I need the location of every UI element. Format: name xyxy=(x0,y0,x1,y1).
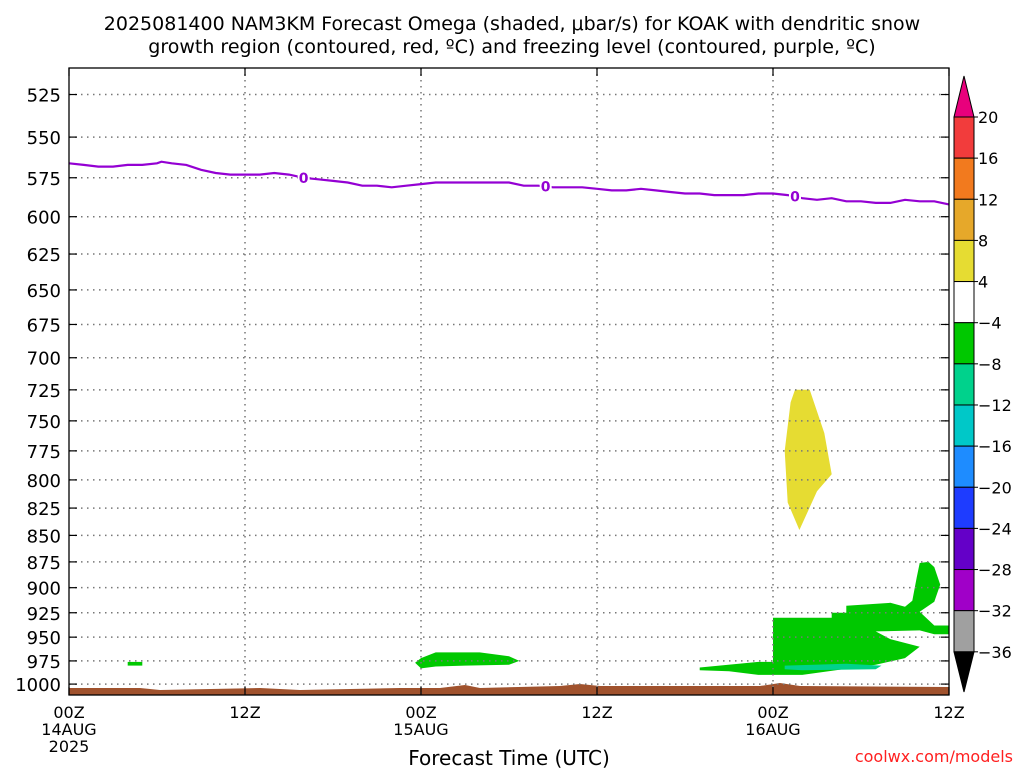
y-tick-label: 950 xyxy=(27,628,61,649)
y-tick-label: 925 xyxy=(27,604,61,625)
y-tick-label: 525 xyxy=(27,86,61,107)
plot-frame xyxy=(68,67,950,696)
y-tick-label: 550 xyxy=(27,128,61,149)
colorbar: 20 16 12 8 4 −4 −8 −12 −16 −20 −24 −28 −32 −36 xyxy=(953,75,1012,693)
freezing-level-line xyxy=(68,160,950,206)
x-tick-label: 00Z xyxy=(53,703,84,722)
x-tick-label: 00Z xyxy=(405,703,436,722)
freezing-level-contour: 0 0 0 xyxy=(68,160,950,206)
x-tick-label: 12Z xyxy=(229,703,260,722)
freezing-level-label-bg xyxy=(539,178,552,195)
y-tick-label: 725 xyxy=(27,381,61,402)
colorbar-swatch xyxy=(953,239,975,283)
y-tick-label: 800 xyxy=(27,471,61,492)
terrain-band xyxy=(69,683,949,695)
colorbar-label: −8 xyxy=(978,355,1002,374)
omega-area xyxy=(127,661,143,666)
y-tick-label: 600 xyxy=(27,208,61,229)
colorbar-swatch xyxy=(953,116,975,159)
colorbar-label: −4 xyxy=(978,314,1002,333)
colorbar-label: 20 xyxy=(978,108,998,127)
credit-text: coolwx.com/models xyxy=(855,747,1013,766)
y-tick-label: 650 xyxy=(27,281,61,302)
y-tick-label: 875 xyxy=(27,553,61,574)
colorbar-swatch xyxy=(953,157,975,200)
colorbar-label: −32 xyxy=(978,602,1012,621)
colorbar-label: 12 xyxy=(978,190,998,209)
grid-lines xyxy=(69,68,949,695)
y-tick-label: 675 xyxy=(27,315,61,336)
freezing-level-label: 0 xyxy=(790,190,800,206)
colorbar-swatch xyxy=(953,610,975,653)
colorbar-label: 8 xyxy=(978,231,988,250)
colorbar-label: −24 xyxy=(978,519,1012,538)
y-tick-label: 825 xyxy=(27,499,61,520)
colorbar-label: 16 xyxy=(978,149,998,168)
freezing-level-label: 0 xyxy=(541,179,551,195)
chart-title-line1: 2025081400 NAM3KM Forecast Omega (shaded… xyxy=(104,13,920,35)
omega-area xyxy=(699,561,949,675)
x-tick-label: 2025 xyxy=(49,737,90,756)
y-tick-label: 700 xyxy=(27,349,61,370)
x-tick-label: 12Z xyxy=(581,703,612,722)
x-tick-label: 14AUG xyxy=(41,720,96,739)
colorbar-arrow-bottom xyxy=(953,651,975,693)
x-tick-label: 15AUG xyxy=(393,720,448,739)
colorbar-swatch xyxy=(953,404,975,447)
y-tick-label: 575 xyxy=(27,169,61,190)
y-tick-label: 775 xyxy=(27,442,61,463)
y-tick-label: 850 xyxy=(27,526,61,547)
omega-shading xyxy=(127,389,949,675)
colorbar-arrow-top xyxy=(953,75,975,118)
colorbar-swatch xyxy=(953,198,975,241)
y-tick-label: 975 xyxy=(27,652,61,673)
omega-area xyxy=(784,663,882,671)
freezing-level-label-bg xyxy=(789,188,801,205)
colorbar-label: −28 xyxy=(978,561,1012,580)
colorbar-label: −36 xyxy=(978,643,1012,662)
colorbar-swatch xyxy=(953,322,975,365)
colorbar-label: −20 xyxy=(978,478,1012,497)
omega-area xyxy=(784,389,832,530)
y-tick-label: 900 xyxy=(27,579,61,600)
y-tick-label: 1000 xyxy=(15,675,61,696)
y-axis-ticks: 525 550 575 600 625 650 675 700 725 750 775 800 825 8… xyxy=(15,86,949,696)
x-axis-label: Forecast Time (UTC) xyxy=(408,746,610,768)
colorbar-swatch xyxy=(953,445,975,488)
colorbar-label: −16 xyxy=(978,437,1012,456)
colorbar-label: −12 xyxy=(978,396,1012,415)
colorbar-swatch xyxy=(953,486,975,529)
x-tick-label: 12Z xyxy=(933,703,964,722)
colorbar-swatch xyxy=(953,569,975,612)
colorbar-swatch xyxy=(953,281,975,324)
chart-title-line2: growth region (contoured, red, ºC) and f… xyxy=(148,36,875,58)
freezing-level-label-bg xyxy=(297,169,310,186)
colorbar-swatch xyxy=(953,527,975,571)
colorbar-label: 4 xyxy=(978,273,988,292)
freezing-level-label: 0 xyxy=(299,171,309,187)
y-tick-label: 625 xyxy=(27,245,61,266)
colorbar-swatch xyxy=(953,363,975,406)
omega-area xyxy=(415,652,520,669)
x-tick-label: 16AUG xyxy=(745,720,800,739)
terrain-layer xyxy=(69,683,949,695)
y-tick-label: 750 xyxy=(27,412,61,433)
x-tick-label: 00Z xyxy=(757,703,788,722)
